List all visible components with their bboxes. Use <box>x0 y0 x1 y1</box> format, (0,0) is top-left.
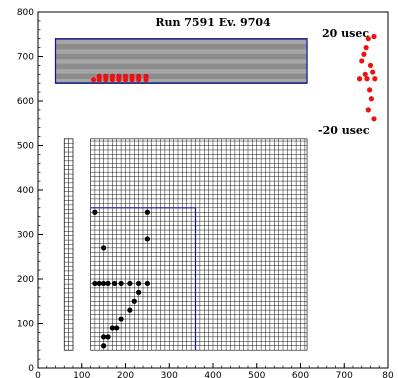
side-hit-point <box>371 33 377 40</box>
x-tick-label: 100 <box>73 371 90 378</box>
side-hit-point <box>363 45 369 51</box>
timing-hit-point <box>129 77 135 83</box>
black-hit-point <box>136 280 142 287</box>
side-hit-point <box>361 51 367 57</box>
black-hit-point <box>96 280 102 287</box>
annotation-bottom: -20 usec <box>318 124 370 137</box>
black-hit-point <box>136 289 142 295</box>
x-tick-label: 0 <box>35 371 41 378</box>
black-hit-point <box>118 316 124 322</box>
strip-panel <box>63 138 74 351</box>
timing-hit-point <box>143 77 149 83</box>
black-hit-point <box>101 334 107 340</box>
timing-hit-point <box>109 77 115 83</box>
chart-title: Run 7591 Ev. 9704 <box>155 16 271 29</box>
timing-hit-point <box>96 77 102 83</box>
side-hit-point <box>362 71 368 77</box>
data-points <box>90 33 378 349</box>
timing-hit-point <box>116 77 122 83</box>
y-tick-label: 0 <box>28 364 34 374</box>
side-hit-point <box>364 76 370 82</box>
y-tick-label: 600 <box>17 97 34 107</box>
black-hit-point <box>101 343 107 349</box>
black-hit-point <box>127 280 133 287</box>
blue-bounds <box>90 207 197 351</box>
side-hit-point <box>372 76 378 82</box>
black-hit-point <box>127 307 133 313</box>
side-hit-point <box>368 96 374 102</box>
black-hit-point <box>92 209 98 215</box>
annotation-top: 20 usec <box>322 27 369 40</box>
side-hit-point <box>356 76 363 82</box>
black-hit-point <box>92 280 98 287</box>
timing-hit-point <box>103 77 109 83</box>
black-hit-point <box>105 334 111 340</box>
black-hit-point <box>144 280 150 287</box>
black-hit-point <box>114 325 120 331</box>
x-tick-label: 200 <box>117 371 134 378</box>
side-hit-point <box>365 36 371 42</box>
timing-panel <box>54 38 308 84</box>
timing-hit-point <box>90 77 97 83</box>
side-hit-point <box>359 58 365 64</box>
black-hit-point <box>118 280 124 287</box>
x-tick-label: 700 <box>336 371 353 378</box>
y-tick-label: 700 <box>17 53 34 63</box>
y-tick-label: 500 <box>17 142 34 152</box>
x-tick-label: 500 <box>248 371 265 378</box>
side-hit-point <box>367 87 373 93</box>
y-tick-label: 200 <box>17 275 34 285</box>
y-tick-label: 100 <box>17 320 34 330</box>
black-hit-point <box>109 325 115 331</box>
black-hit-point <box>144 236 150 242</box>
axes: 0 100 200 300 400 500 600 700 800100200300400500… <box>17 8 394 378</box>
timing-frame <box>54 38 308 84</box>
side-hit-point <box>370 69 376 75</box>
x-tick-label: 400 <box>204 371 221 378</box>
black-hit-point <box>131 298 137 304</box>
x-tick-label: 300 <box>161 371 178 378</box>
y-tick-label: 400 <box>17 186 34 196</box>
black-hit-point <box>144 209 150 215</box>
side-hit-point <box>365 107 371 113</box>
x-tick-label: 80 <box>382 371 394 378</box>
y-tick-label: 800 <box>17 8 34 18</box>
black-hit-point <box>101 245 107 251</box>
grid-frame <box>90 138 308 351</box>
timing-hit-point <box>122 77 129 83</box>
y-tick-label: 300 <box>17 231 34 241</box>
side-hit-point <box>371 116 377 122</box>
grid-panel <box>90 138 308 351</box>
black-hit-point <box>105 280 111 287</box>
timing-hit-point <box>136 77 142 83</box>
black-hit-point <box>101 280 107 287</box>
side-hit-point <box>367 62 374 68</box>
black-hit-point <box>111 280 118 287</box>
x-tick-label: 600 <box>292 371 309 378</box>
